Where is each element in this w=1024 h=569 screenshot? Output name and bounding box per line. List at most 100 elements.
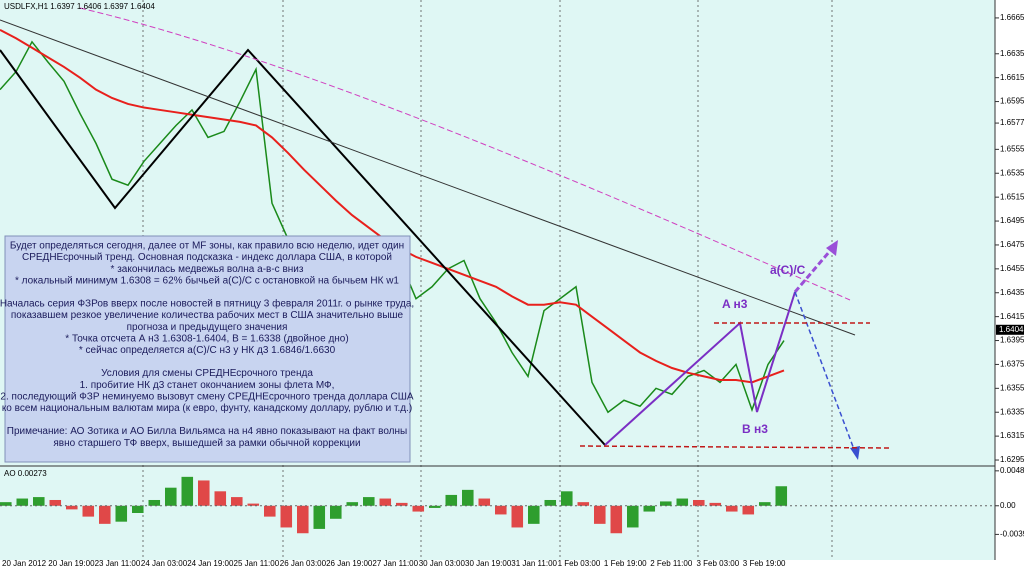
ao-bar (577, 502, 590, 506)
x-tick-label: 26 Jan 03:00 (280, 559, 327, 568)
ao-bar (693, 499, 705, 506)
support (579, 445, 891, 449)
y-tick-label: 1.6535 (1000, 168, 1024, 177)
annotation-line: ко всем национальным валютам мира (к евр… (2, 402, 412, 414)
x-tick-label: 30 Jan 03:00 (419, 559, 466, 568)
x-tick-label: 1 Feb 03:00 (558, 559, 601, 568)
ao-bar (429, 505, 441, 508)
annotation-line: Началась серия ФЗРов вверх после новосте… (0, 298, 414, 310)
ao-bar (181, 476, 194, 506)
ao-bar (594, 505, 606, 524)
y-tick-label: 1.6435 (1000, 288, 1024, 297)
zigzag (0, 48, 606, 446)
y-tick-label: 1.6395 (1000, 336, 1024, 345)
ao-bar (495, 505, 507, 515)
x-tick-label: 20 Jan 19:00 (48, 559, 95, 568)
time-axis-bg (0, 560, 1024, 569)
x-tick-label: 23 Jan 11:00 (95, 559, 141, 568)
y-tick-label: 1.6375 (1000, 360, 1024, 369)
ao-bar (478, 498, 491, 506)
annotation-line: 1. пробитие НК д3 станет окончанием зоны… (80, 379, 335, 391)
x-tick-label: 25 Jan 11:00 (234, 559, 280, 568)
x-tick-label: 24 Jan 19:00 (187, 559, 234, 568)
ao-bar (132, 505, 144, 513)
ao-bar (627, 505, 639, 528)
y-tick-label: 1.6495 (1000, 216, 1024, 225)
ao-bar (198, 480, 210, 506)
y-tick-label: 0.00483 (1000, 466, 1024, 475)
ao-bar (759, 502, 771, 506)
ao-bar (511, 505, 524, 528)
annotation-line: Условия для смены СРЕДНЕсрочного тренда (101, 368, 313, 379)
ao-bar (165, 487, 177, 506)
y-tick-label: 1.6665 (1000, 13, 1024, 22)
x-tick-label: 27 Jan 11:00 (372, 559, 418, 568)
ao-bar (247, 503, 260, 506)
ao-bar (396, 502, 408, 506)
y-tick-label: 1.6475 (1000, 240, 1024, 249)
arrow-down (794, 291, 856, 453)
y-tick-label: 1.6415 (1000, 312, 1024, 321)
chart-header: USDLFX,H1 1.6397 1.6406 1.6397 1.6404 (4, 2, 155, 11)
y-tick-label: 1.6635 (1000, 49, 1024, 58)
ao-bar (412, 505, 425, 512)
ao-bar (528, 505, 540, 524)
annotation-line: СРЕДНЕсрочный тренд. Основная подсказка … (22, 252, 392, 263)
price-axis-bg (995, 0, 1024, 569)
annotation-line: * Точка отсчета А н3 1.6308-1.6404, В = … (65, 333, 348, 344)
x-tick-label: 3 Feb 03:00 (697, 559, 740, 568)
ao-bar (115, 505, 128, 522)
ao-bar (148, 499, 161, 506)
x-tick-label: 2 Feb 11:00 (650, 559, 693, 568)
ao-bar (379, 498, 392, 506)
current-price-box (996, 324, 1024, 335)
x-tick-label: 3 Feb 19:00 (743, 559, 786, 568)
annotation-line: Будет определяться сегодня, далее от МF … (10, 241, 404, 252)
ao-bar (33, 497, 45, 506)
ao-bar (297, 505, 309, 534)
wave-label: a(C)/C (770, 263, 806, 277)
ao-bar (775, 486, 788, 506)
y-tick-label: 1.6595 (1000, 97, 1024, 106)
ao-bar (82, 505, 95, 517)
annotation-line: явно старшего ТФ вверх, вышедшей за рамк… (53, 437, 360, 449)
ao-header: AO 0.00273 (4, 469, 47, 478)
annotation-line: * закончилась медвежья волна а-в-с вниз (111, 264, 304, 275)
ao-bar (726, 505, 738, 512)
ao-bar (214, 491, 227, 506)
trendline (0, 19, 856, 336)
ao-bar (330, 505, 342, 519)
ao-bar (49, 499, 62, 506)
annotation-line: * локальный минимум 1.6308 = 62% бычьей … (15, 274, 399, 286)
y-tick-label: 1.6315 (1000, 431, 1024, 440)
y-tick-label: 1.6555 (1000, 144, 1024, 153)
ao-bar (709, 502, 722, 506)
y-tick-label: 0.00 (1000, 501, 1016, 510)
ao-bar (0, 502, 12, 506)
pink-ma (79, 7, 851, 301)
annotation-box (4, 235, 411, 463)
ao-bar (231, 497, 243, 506)
annotation-line: прогноза и предыдущего значения (127, 322, 288, 333)
y-tick-label: 1.6615 (1000, 73, 1024, 82)
ao-bar (66, 505, 78, 510)
ao-bar (742, 505, 755, 515)
ao-bar (561, 491, 573, 506)
y-tick-label: 1.6355 (1000, 383, 1024, 392)
ao-bar (99, 505, 111, 524)
wave-label: B н3 (742, 422, 768, 436)
annotation-line: * сейчас определяется а(С)/С н3 у НК д3 … (79, 345, 336, 356)
annotation-line: 2. последующий ФЗР неминуемо вызовут сме… (0, 391, 414, 402)
ao-bar (346, 502, 359, 506)
y-tick-label: 1.6577 (1000, 118, 1024, 127)
ao-bar (280, 505, 293, 528)
annotation-line: показавшем резкое увеличение количества … (11, 309, 404, 321)
ao-bar (16, 498, 29, 506)
x-tick-label: 1 Feb 19:00 (604, 559, 647, 568)
arrow-up (793, 244, 837, 293)
y-tick-label: 1.6455 (1000, 264, 1024, 273)
y-tick-label: 1.6295 (1000, 455, 1024, 464)
wave-path (604, 291, 796, 446)
